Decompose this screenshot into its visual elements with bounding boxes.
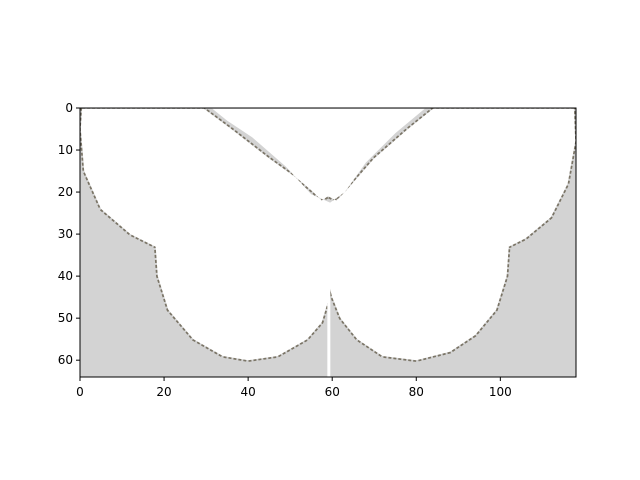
mask-image xyxy=(80,108,576,377)
y-tick-label: 0 xyxy=(65,101,73,115)
y-tick-label: 50 xyxy=(58,311,73,325)
x-tick-label: 40 xyxy=(240,385,255,399)
y-tick-label: 20 xyxy=(58,185,73,199)
y-tick-label: 60 xyxy=(58,353,73,367)
x-tick-label: 80 xyxy=(409,385,424,399)
x-tick-label: 0 xyxy=(76,385,84,399)
x-tick-label: 60 xyxy=(325,385,340,399)
axes-frame xyxy=(79,107,577,378)
y-tick-label: 30 xyxy=(58,227,73,241)
x-axis: 0 20 40 60 80 100 xyxy=(76,377,512,399)
y-tick-label: 40 xyxy=(58,269,73,283)
x-tick-label: 20 xyxy=(156,385,171,399)
y-axis: 0 10 20 30 40 50 60 xyxy=(58,101,80,367)
y-tick-label: 10 xyxy=(58,143,73,157)
x-tick-label: 100 xyxy=(489,385,512,399)
butterfly-silhouette xyxy=(80,108,576,361)
